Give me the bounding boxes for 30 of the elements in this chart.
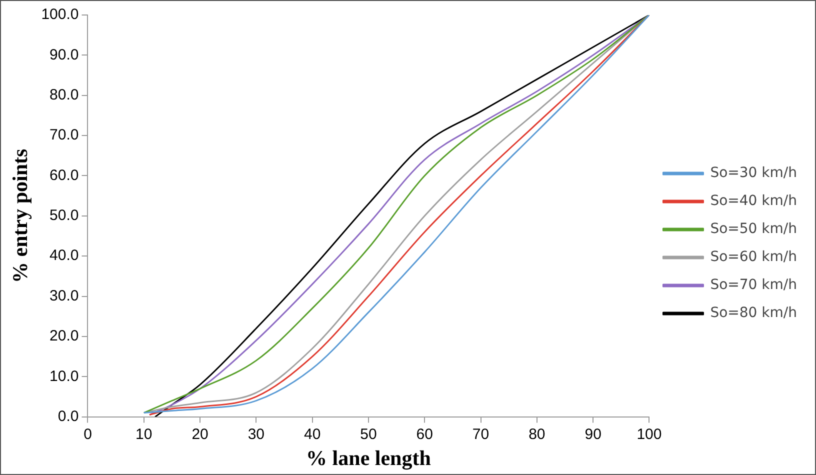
y-tick-label: 0.0 bbox=[58, 408, 79, 425]
y-tick-label: 100.0 bbox=[41, 6, 79, 24]
legend-label: So=60 km/h bbox=[710, 249, 798, 266]
legend-label: So=70 km/h bbox=[710, 277, 798, 294]
x-tick-label: 70 bbox=[472, 426, 490, 443]
y-tick-label: 30.0 bbox=[50, 287, 79, 304]
legend-label: So=40 km/h bbox=[710, 193, 798, 210]
x-tick-label: 40 bbox=[304, 426, 321, 443]
legend-label: So=50 km/h bbox=[710, 221, 798, 238]
y-tick-label: 60.0 bbox=[50, 166, 79, 184]
y-axis-title: % entry points bbox=[8, 148, 32, 283]
y-tick-label: 20.0 bbox=[50, 328, 79, 345]
x-tick-label: 60 bbox=[416, 426, 433, 443]
x-tick-label: 0 bbox=[84, 426, 92, 443]
x-tick-label: 30 bbox=[248, 426, 265, 443]
y-tick-label: 50.0 bbox=[50, 207, 79, 224]
x-tick-label: 50 bbox=[360, 426, 377, 443]
y-tick-label: 40.0 bbox=[50, 247, 79, 264]
x-tick-label: 80 bbox=[528, 426, 546, 443]
y-tick-label: 80.0 bbox=[50, 86, 79, 104]
x-tick-label: 90 bbox=[584, 426, 602, 443]
y-tick-label: 90.0 bbox=[50, 46, 79, 64]
x-tick-label: 100 bbox=[636, 426, 662, 443]
legend-label: So=80 km/h bbox=[710, 305, 798, 322]
y-tick-label: 10.0 bbox=[50, 368, 79, 385]
y-tick-label: 70.0 bbox=[50, 126, 79, 144]
x-axis-title: % lane length bbox=[306, 446, 432, 470]
x-tick-label: 10 bbox=[136, 426, 152, 443]
legend-label: So=30 km/h bbox=[710, 165, 798, 182]
x-tick-label: 20 bbox=[192, 426, 208, 443]
